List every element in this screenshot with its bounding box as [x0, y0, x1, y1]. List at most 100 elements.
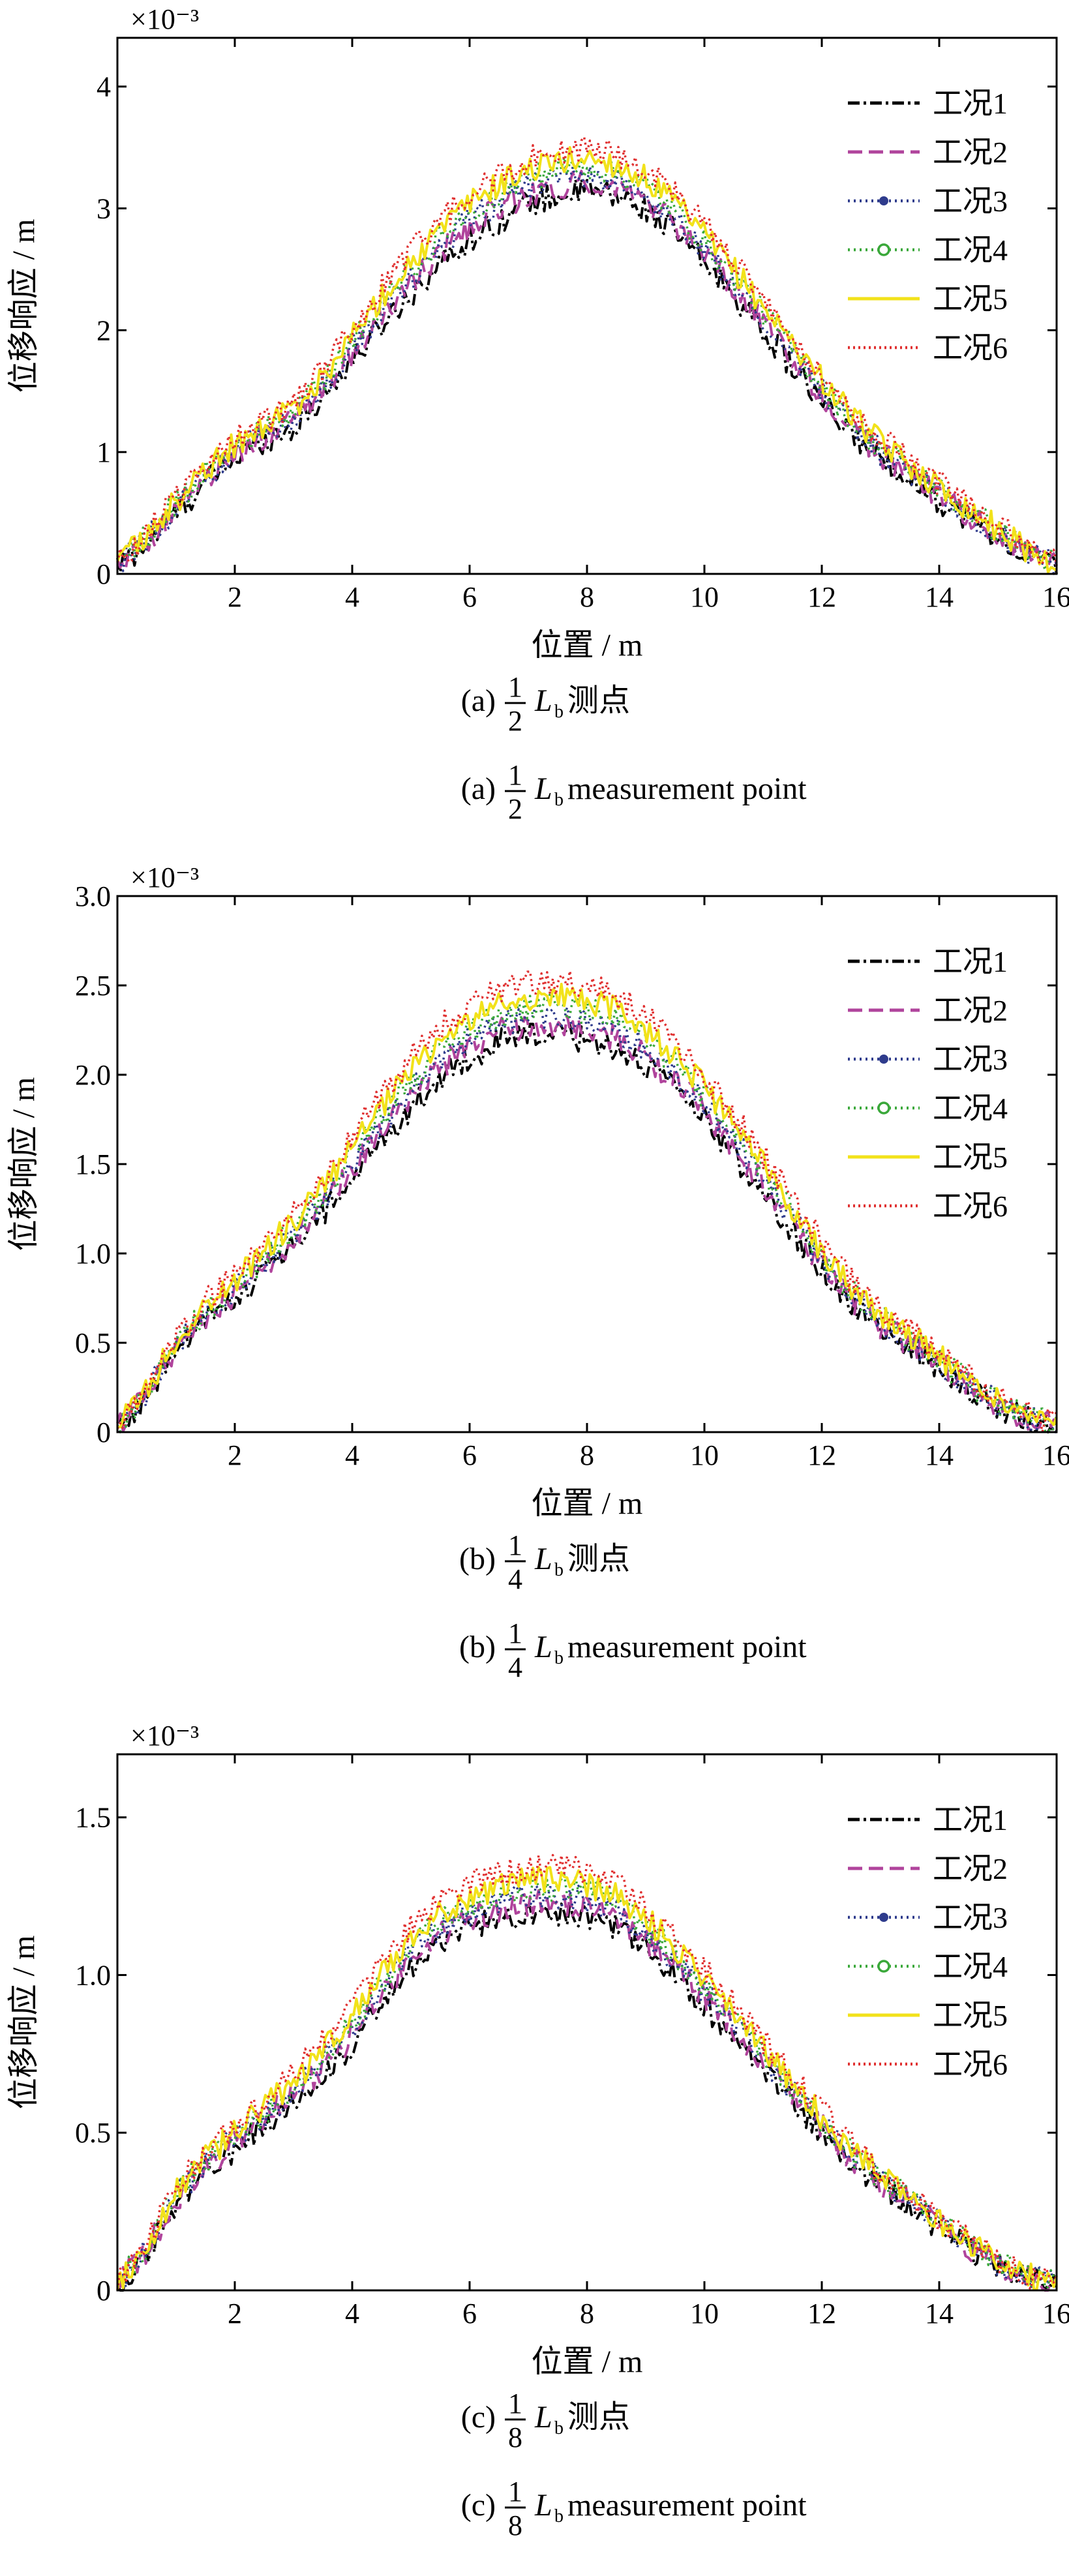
- fraction-denominator: 8: [508, 2421, 522, 2453]
- x-tick-label: 8: [580, 2298, 594, 2329]
- y-axis-title: 位移响应 / m: [7, 1077, 41, 1251]
- series-line-5: [116, 1866, 1058, 2292]
- legend-label: 工况5: [933, 1999, 1008, 2032]
- legend-marker-dot: [879, 196, 888, 205]
- series-line-5: [116, 146, 1058, 574]
- series-line-2: [116, 170, 1058, 569]
- caption-prefix: (a): [461, 683, 496, 718]
- y-tick-label: 1.0: [75, 1238, 111, 1270]
- x-tick-label: 2: [228, 2298, 242, 2329]
- panel-b: 2 4 6 8 10 12 14 16 0 0.5 1.0 1.5 2.0 2.5 3.0 ×10⁻³ 位置 /…: [0, 858, 1069, 1716]
- fraction-numerator: 1: [508, 2476, 522, 2508]
- y-tick-label: 0: [97, 558, 111, 590]
- fraction-denominator: 4: [508, 1651, 522, 1683]
- caption-suffix: measurement point: [567, 1630, 807, 1664]
- legend-label: 工况3: [933, 1901, 1008, 1934]
- caption-en: (b) 14L b measurement point: [459, 1617, 807, 1683]
- x-tick-label: 4: [345, 581, 359, 613]
- y-tick-label: 3.0: [75, 880, 111, 912]
- caption-subscript: b: [554, 702, 564, 722]
- y-tick-label: 3: [97, 193, 111, 225]
- caption-prefix: (c): [461, 2400, 496, 2434]
- legend-label: 工况1: [933, 87, 1008, 120]
- y-exponent-label: ×10⁻³: [130, 1720, 199, 1752]
- plot-frame: [116, 37, 1058, 575]
- y-tick-label: 2: [97, 314, 111, 346]
- y-tick-label: 2.0: [75, 1059, 111, 1091]
- caption-suffix: measurement point: [567, 2488, 807, 2523]
- panel-a: 2 4 6 8 10 12 14 16 0 1 2 3 4 ×10⁻³ 位置 / m 位移响应 / m 工况1 工…: [0, 0, 1069, 858]
- x-tick-label: 10: [690, 581, 719, 613]
- series-line-6: [116, 1853, 1058, 2291]
- series-line-5: [117, 983, 1058, 1429]
- fraction-numerator: 1: [508, 1529, 522, 1561]
- legend-label: 工况2: [933, 994, 1008, 1027]
- series-line-1: [116, 177, 1058, 575]
- legend-label: 工况4: [933, 233, 1008, 267]
- fraction-numerator: 1: [508, 2388, 522, 2419]
- caption-subscript: b: [554, 1560, 564, 1580]
- y-tick-label: 0.5: [75, 1327, 111, 1359]
- legend-label: 工况5: [933, 282, 1008, 316]
- caption-prefix: (a): [461, 771, 496, 806]
- legend-label: 工况5: [933, 1141, 1008, 1174]
- fraction-numerator: 1: [508, 759, 522, 791]
- x-tick-label: 10: [690, 1439, 719, 1471]
- legend-label: 工况6: [933, 1190, 1008, 1223]
- legend-label: 工况6: [933, 331, 1008, 365]
- y-exponent-label: ×10⁻³: [130, 3, 199, 35]
- y-tick-label: 0: [97, 1416, 111, 1448]
- y-axis-title: 位移响应 / m: [7, 1936, 41, 2110]
- caption-prefix: (b): [459, 1542, 496, 1576]
- y-exponent-label: ×10⁻³: [130, 861, 199, 893]
- y-tick-label: 1: [97, 436, 111, 468]
- legend: 工况1 工况2 工况3 工况4 工况5 工况6: [848, 1803, 1008, 2081]
- legend-label: 工况1: [933, 945, 1008, 978]
- caption-suffix: measurement point: [567, 771, 807, 806]
- caption-suffix: 测点: [567, 2400, 630, 2434]
- caption-cn: (b) 14L b 测点: [459, 1529, 630, 1595]
- legend-label: 工况4: [933, 1950, 1008, 1983]
- x-tick-label: 6: [462, 581, 477, 613]
- legend-label: 工况2: [933, 1852, 1008, 1885]
- caption-suffix: 测点: [567, 683, 630, 718]
- legend-label: 工况1: [933, 1803, 1008, 1836]
- x-axis-title: 位置 / m: [532, 2344, 643, 2379]
- y-tick-label: 0.5: [75, 2117, 111, 2149]
- legend-label: 工况2: [933, 136, 1008, 169]
- series-line-3: [116, 164, 1058, 575]
- legend-label: 工况4: [933, 1092, 1008, 1125]
- x-tick-label: 2: [228, 1439, 242, 1471]
- series-line-3: [116, 1002, 1057, 1433]
- legend-marker-ring: [877, 1960, 890, 1973]
- x-tick-label: 8: [580, 1439, 594, 1471]
- series-line-6: [116, 136, 1058, 565]
- caption-prefix: (b): [459, 1630, 496, 1664]
- legend: 工况1 工况2 工况3 工况4 工况5 工况6: [848, 945, 1008, 1223]
- caption-variable: L: [534, 1630, 552, 1664]
- caption-variable: L: [534, 2488, 552, 2523]
- x-tick-label: 6: [462, 1439, 477, 1471]
- x-tick-label: 12: [807, 1439, 836, 1471]
- fraction-denominator: 2: [508, 705, 522, 737]
- x-tick-label: 16: [1042, 581, 1069, 613]
- caption-en: (a) 12L b measurement point: [461, 759, 807, 825]
- caption-prefix: (c): [461, 2488, 496, 2523]
- x-tick-label: 6: [462, 2298, 477, 2329]
- x-tick-label: 12: [807, 581, 836, 613]
- legend-label: 工况3: [933, 185, 1008, 218]
- legend-label: 工况3: [933, 1043, 1008, 1076]
- x-tick-label: 14: [925, 1439, 954, 1471]
- x-axis-title: 位置 / m: [532, 628, 643, 663]
- series-group: [116, 970, 1058, 1433]
- y-tick-label: 1.5: [75, 1148, 111, 1180]
- y-tick-label: 1.0: [75, 1959, 111, 1991]
- y-tick-label: 4: [97, 71, 111, 103]
- series-group: [116, 136, 1058, 575]
- series-line-4: [116, 993, 1058, 1433]
- series-line-4: [116, 1873, 1057, 2289]
- series-line-6: [116, 970, 1058, 1433]
- caption-subscript: b: [554, 2506, 564, 2526]
- series-line-2: [117, 1889, 1058, 2292]
